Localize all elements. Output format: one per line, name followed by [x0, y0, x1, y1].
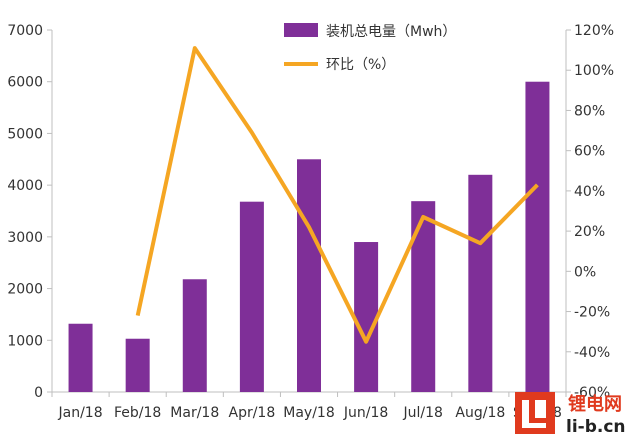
line-series — [135, 46, 539, 344]
x-tick-label: Jun/18 — [343, 405, 388, 421]
left-tick-label: 4000 — [7, 178, 43, 194]
legend: 装机总电量（Mwh） 环比（%） — [284, 23, 456, 73]
right-tick-label: -20% — [574, 305, 610, 321]
watermark-logo-dot — [535, 400, 546, 418]
right-tick-label: 100% — [574, 63, 614, 79]
x-tick-label: Jan/18 — [57, 405, 102, 421]
legend-bar-swatch — [284, 23, 318, 37]
bar — [297, 159, 321, 392]
right-tick-label: 80% — [574, 103, 605, 119]
left-tick-label: 0 — [34, 385, 43, 401]
x-tick-label: Mar/18 — [170, 405, 219, 421]
bar — [239, 201, 264, 392]
bar — [354, 242, 379, 392]
watermark: 锂电网 li-b.cn — [515, 392, 626, 437]
right-axis-ticks: -60% -40% -20% 0% 20% 40% 60% 80% 100% 120% — [566, 23, 614, 401]
bar-series — [68, 81, 550, 392]
bar — [125, 338, 150, 392]
right-tick-label: -60% — [574, 385, 610, 401]
right-tick-label: -40% — [574, 345, 610, 361]
legend-bar-label: 装机总电量（Mwh） — [326, 24, 456, 40]
x-tick-label: Feb/18 — [114, 405, 161, 421]
legend-line-label: 环比（%） — [326, 57, 395, 73]
bar — [68, 323, 93, 392]
right-tick-label: 0% — [574, 264, 596, 280]
x-tick-label: May/18 — [283, 405, 334, 421]
line-path — [135, 46, 539, 344]
x-tick-label: Aug/18 — [455, 405, 505, 421]
left-tick-label: 5000 — [7, 126, 43, 142]
right-tick-label: 120% — [574, 23, 614, 39]
right-tick-label: 60% — [574, 144, 605, 160]
left-tick-label: 7000 — [7, 23, 43, 39]
bar — [182, 279, 207, 392]
bar — [468, 174, 493, 392]
x-tick-label: Jul/18 — [403, 405, 443, 421]
left-axis-ticks: 0 1000 2000 3000 4000 5000 6000 7000 — [7, 23, 52, 401]
watermark-logo-mark — [522, 400, 546, 428]
watermark-url-text: li-b.cn — [566, 417, 626, 437]
x-tick-label: Apr/18 — [229, 405, 276, 421]
right-tick-label: 20% — [574, 224, 605, 240]
left-tick-label: 6000 — [7, 75, 43, 91]
bar — [411, 201, 436, 392]
x-axis-ticks: Jan/18 Feb/18 Mar/18 Apr/18 May/18 Jun/18 Jul/… — [51, 392, 567, 421]
left-tick-label: 1000 — [7, 333, 43, 349]
left-tick-label: 3000 — [7, 230, 43, 246]
watermark-logo-text: 锂电网 — [568, 393, 622, 415]
bar — [525, 81, 550, 392]
left-tick-label: 2000 — [7, 282, 43, 298]
right-tick-label: 40% — [574, 184, 605, 200]
